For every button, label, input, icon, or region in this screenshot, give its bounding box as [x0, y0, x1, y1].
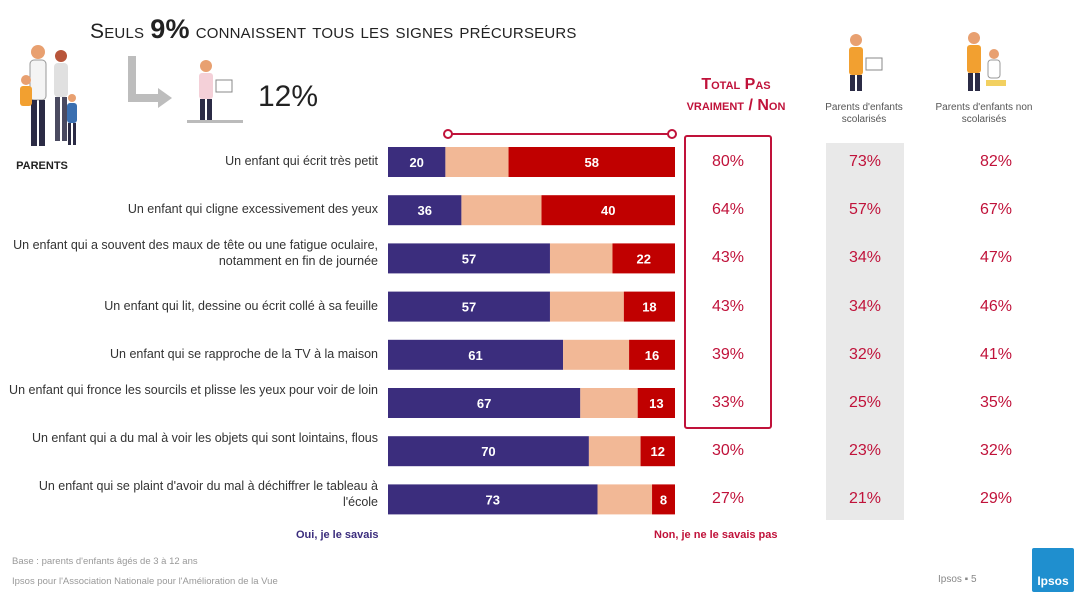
- bar-label-2-0: 57: [462, 251, 476, 266]
- legend-no: Non, je ne le savais pas: [654, 529, 778, 541]
- bar-segment-6-1: [588, 436, 641, 467]
- row-label-6: Un enfant qui a du mal à voir les objets…: [31, 431, 378, 446]
- page-title: Seuls 9% connaissent tous les signes pré…: [90, 14, 577, 45]
- total-highlight-box: [684, 135, 772, 429]
- bar-segment-7-2: [652, 484, 675, 515]
- col-mid-1: 57%: [848, 201, 882, 219]
- col-mid-6: 23%: [848, 442, 882, 460]
- ipsos-logo: Ipsos: [1032, 548, 1074, 592]
- col-right-4: 41%: [979, 345, 1013, 363]
- bar-label-2-2: 22: [637, 251, 651, 266]
- column-header-right: Parents d'enfants non scolarisés: [935, 102, 1033, 125]
- bar-segment-1-0: [388, 195, 462, 226]
- col-mid-5: 25%: [848, 394, 882, 411]
- bar-label-5-2: 13: [649, 396, 663, 411]
- bar-label-1-2: 40: [601, 203, 615, 218]
- bar-segment-6-0: [388, 436, 589, 467]
- side-stat: 12%: [258, 80, 319, 113]
- page-number: Ipsos ▪ 5: [938, 574, 977, 585]
- bar-segment-3-0: [388, 291, 550, 322]
- bar-segment-0-0: [388, 147, 446, 177]
- col-right-3: 46%: [979, 297, 1013, 315]
- row-label-7: Un enfant qui se plaint d'avoir du mal à…: [38, 479, 378, 510]
- col-right-7: 29%: [979, 490, 1013, 508]
- parent-school-icon: [849, 34, 883, 91]
- bar-label-4-0: 61: [468, 348, 482, 363]
- row-label-0: Un enfant qui écrit très petit: [225, 154, 378, 168]
- footnote-source: Ipsos pour l'Association Nationale pour …: [12, 576, 278, 587]
- bar-segment-0-2: [508, 147, 675, 177]
- bar-segment-2-2: [612, 243, 675, 274]
- legend-yes: Oui, je le savais: [296, 529, 379, 541]
- bar-segment-4-1: [563, 339, 630, 370]
- total-pas-vraiment-non-2: 43%: [711, 249, 745, 267]
- total-pas-vraiment-non-5: 33%: [711, 394, 745, 411]
- bar-label-6-0: 70: [481, 444, 495, 459]
- column-header-mid: Parents d'enfants scolarisés: [825, 102, 903, 125]
- total-pas-vraiment-non-6: 30%: [711, 442, 745, 460]
- bar-segment-1-1: [461, 195, 542, 226]
- bracket-end-0: [443, 129, 453, 139]
- total-pas-vraiment-non-0: 80%: [711, 153, 745, 170]
- bar-label-7-2: 8: [660, 492, 667, 507]
- total-pas-vraiment-non-7: 27%: [711, 490, 745, 508]
- bar-label-5-0: 67: [477, 396, 491, 411]
- bar-segment-5-1: [580, 388, 638, 418]
- bar-segment-7-0: [388, 484, 598, 515]
- row-label-3: Un enfant qui lit, dessine ou écrit coll…: [104, 298, 378, 313]
- col-right-1: 67%: [979, 201, 1013, 219]
- bar-label-0-2: 58: [585, 155, 599, 170]
- bar-segment-4-0: [388, 339, 564, 370]
- col-right-6: 32%: [979, 442, 1013, 460]
- bar-label-1-0: 36: [417, 203, 431, 218]
- title-suffix: connaissent tous les signes précurseurs: [189, 20, 577, 43]
- arrow-down-right-icon: [128, 56, 172, 108]
- parents-label: PARENTS: [16, 160, 68, 172]
- bar-segment-2-1: [549, 243, 613, 274]
- bar-label-7-0: 73: [486, 492, 500, 507]
- parent-child-icon: [187, 60, 243, 123]
- bar-segment-2-0: [388, 243, 550, 274]
- bar-label-3-2: 18: [642, 300, 656, 315]
- col-right-2: 47%: [979, 249, 1013, 267]
- row-label-5: Un enfant qui fronce les sourcils et pli…: [9, 383, 378, 397]
- bar-label-3-0: 57: [462, 300, 476, 315]
- bar-segment-1-2: [541, 195, 675, 226]
- mid-column-background: [826, 143, 904, 520]
- total-pas-vraiment-non-1: 64%: [711, 201, 745, 219]
- col-right-0: 82%: [979, 153, 1013, 170]
- col-right-5: 35%: [979, 394, 1013, 411]
- parent-home-icon: [967, 32, 1006, 91]
- col-mid-3: 34%: [848, 297, 882, 315]
- row-label-2: Un enfant qui a souvent des maux de tête…: [13, 238, 378, 269]
- bar-segment-5-2: [637, 388, 675, 418]
- total-header: Total Pas vraiment / Non: [686, 76, 786, 114]
- title-highlight: 9%: [150, 14, 190, 44]
- bar-segment-3-1: [549, 291, 624, 322]
- title-prefix: Seuls: [90, 20, 151, 43]
- footnote-base: Base : parents d'enfants âgés de 3 à 12 …: [12, 556, 198, 567]
- bar-segment-5-0: [388, 388, 581, 418]
- bar-segment-3-2: [623, 291, 675, 322]
- bracket-end-1: [667, 129, 677, 139]
- total-pas-vraiment-non-4: 39%: [711, 345, 745, 363]
- total-pas-vraiment-non-3: 43%: [711, 297, 745, 315]
- bar-label-0-0: 20: [409, 155, 423, 170]
- bar-segment-7-1: [597, 484, 653, 515]
- family-icon: [20, 45, 77, 146]
- bar-label-4-2: 16: [645, 348, 659, 363]
- row-label-1: Un enfant qui cligne excessivement des y…: [127, 202, 378, 217]
- col-mid-7: 21%: [848, 490, 882, 508]
- col-mid-0: 73%: [848, 153, 882, 170]
- bar-label-6-2: 12: [651, 444, 665, 459]
- bar-segment-6-2: [640, 436, 675, 467]
- col-mid-2: 34%: [848, 249, 882, 267]
- row-label-4: Un enfant qui se rapproche de la TV à la…: [110, 346, 378, 361]
- bar-segment-4-2: [629, 339, 675, 370]
- bar-segment-0-1: [445, 147, 509, 177]
- col-mid-4: 32%: [848, 345, 882, 363]
